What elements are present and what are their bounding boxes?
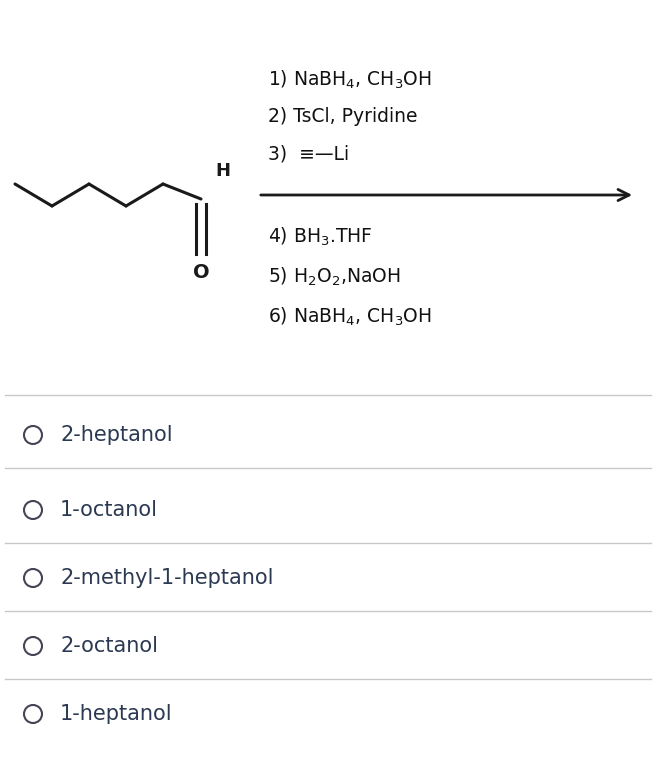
Text: 6) NaBH$_4$, CH$_3$OH: 6) NaBH$_4$, CH$_3$OH <box>268 306 432 328</box>
Text: H: H <box>216 162 230 180</box>
Text: 3)  ≡—Li: 3) ≡—Li <box>268 144 349 164</box>
Text: 1-heptanol: 1-heptanol <box>60 704 173 724</box>
Text: 2) TsCl, Pyridine: 2) TsCl, Pyridine <box>268 107 417 127</box>
Text: 1) NaBH$_4$, CH$_3$OH: 1) NaBH$_4$, CH$_3$OH <box>268 69 432 91</box>
Text: 1-octanol: 1-octanol <box>60 500 158 520</box>
Text: 2-octanol: 2-octanol <box>60 636 158 656</box>
Text: 2-methyl-1-heptanol: 2-methyl-1-heptanol <box>60 568 274 588</box>
Text: 5) H$_2$O$_2$,NaOH: 5) H$_2$O$_2$,NaOH <box>268 266 401 288</box>
Text: O: O <box>193 262 209 282</box>
Text: 2-heptanol: 2-heptanol <box>60 425 173 445</box>
Text: 4) BH$_3$.THF: 4) BH$_3$.THF <box>268 226 373 248</box>
